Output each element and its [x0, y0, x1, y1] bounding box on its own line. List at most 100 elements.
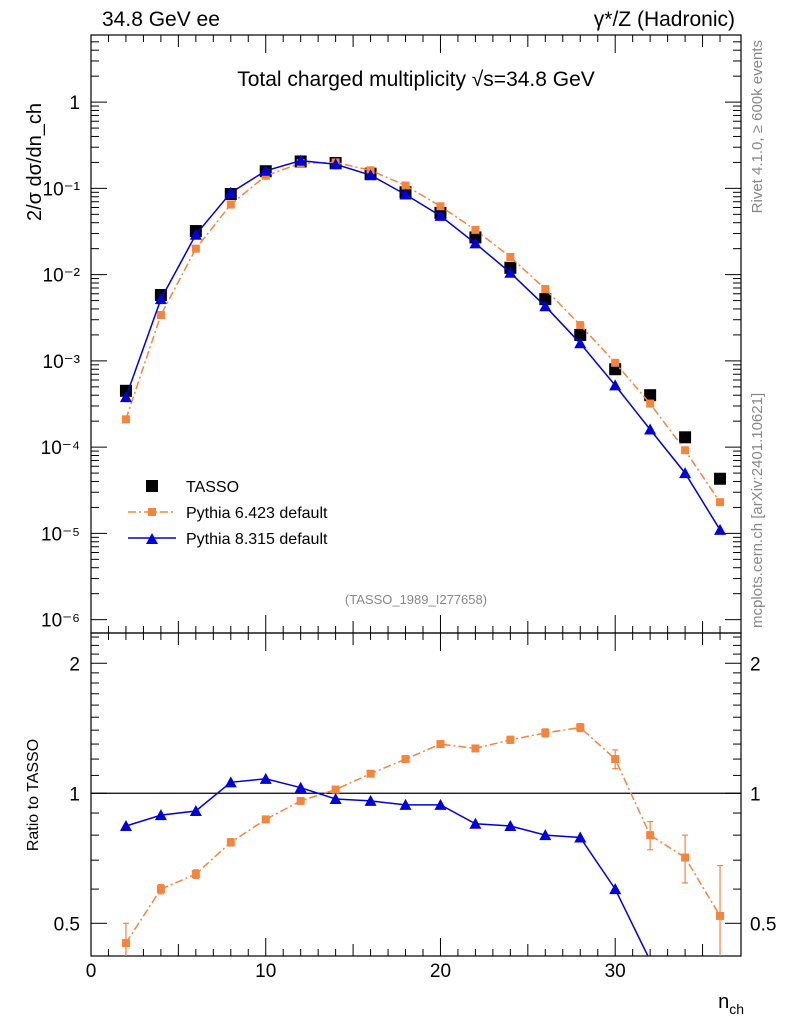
main-y-axis-label: 2/σ dσ/dn_ch: [24, 103, 46, 221]
pythia8-point: [469, 237, 482, 249]
pythia8-point: [259, 164, 272, 176]
pythia6-point: [121, 415, 130, 424]
pythia8-point: [294, 154, 307, 166]
pythia8-point: [119, 391, 132, 403]
tasso-data-point: [574, 328, 587, 341]
legend-label-pythia6: Pythia 6.423 default: [186, 505, 328, 522]
ratio-y-tick-labels: 0.5 0.5 1 1 2 2: [54, 654, 777, 935]
legend-label-pythia8: Pythia 8.315 default: [186, 531, 328, 548]
pythia8-point: [644, 423, 657, 435]
pythia6-point: [646, 399, 655, 408]
pythia8-point: [609, 379, 622, 391]
pythia8-point: [154, 293, 167, 305]
ratio-pythia8-point: [119, 819, 132, 831]
ratio-pythia8-point: [154, 809, 167, 821]
ratio-pythia6-point: [366, 769, 375, 778]
ratio-y-tick-label-right: 0.5: [750, 914, 776, 935]
legend-label-tasso: TASSO: [186, 479, 239, 496]
ratio-pythia6-point: [611, 755, 620, 764]
main-series-line-2: [125, 159, 721, 531]
ratio-pythia6-point: [541, 728, 550, 737]
tasso-data-point: [644, 389, 657, 402]
main-y-tick-label: 10⁻⁴: [41, 438, 80, 459]
ratio-pythia8-point: [714, 979, 726, 990]
pythia8-point: [574, 337, 587, 349]
ratio-pythia6-point: [506, 735, 515, 744]
main-y-tick-labels: 10⁻⁶ 10⁻⁵ 10⁻⁴ 10⁻³ 10⁻² 10⁻¹ 1: [41, 93, 80, 632]
x-tick-label: 0: [86, 961, 97, 982]
ratio-pythia8-point: [539, 829, 552, 841]
ratio-pythia8-point: [329, 792, 342, 804]
x-tick-labels: 0 10 20 30: [86, 961, 626, 982]
ratio-panel-frame: [90, 632, 742, 957]
ratio-pythia6-point: [436, 740, 445, 749]
ratio-pythia6-point: [261, 815, 270, 824]
analysis-id: (TASSO_1989_I277658): [345, 592, 487, 607]
ratio-pythia8-point: [294, 781, 307, 793]
pythia8-point: [714, 523, 727, 535]
main-series-line-1: [125, 161, 721, 503]
main-y-tick-label: 10⁻¹: [43, 179, 81, 200]
ratio-pythia8-point: [649, 954, 651, 956]
pythia8-point: [399, 188, 412, 200]
header-right: γ*/Z (Hadronic): [594, 8, 735, 31]
tasso-data-point: [119, 384, 132, 397]
ratio-series-clipped: [119, 722, 726, 990]
ratio-pythia8-point: [574, 831, 587, 843]
pythia8-point: [434, 209, 447, 221]
pythia6-point: [401, 181, 410, 190]
ratio-pythia6-point: [191, 870, 200, 879]
ratio-pythia8-point: [469, 817, 482, 829]
pythia6-point: [611, 358, 620, 367]
side-label-rivet: Rivet 4.1.0, ≥ 600k events: [749, 40, 766, 213]
pythia6-point: [261, 171, 270, 180]
pythia6-point: [716, 498, 725, 507]
pythia6-point: [506, 253, 515, 262]
main-y-tick-label: 10⁻⁶: [41, 611, 80, 632]
ratio-y-tick-label-left: 1: [69, 784, 80, 805]
header-left: 34.8 GeV ee: [102, 8, 220, 31]
ratio-pythia6-point: [226, 838, 235, 847]
pythia8-point: [364, 169, 377, 181]
side-label-mcplots: mcplots.cern.ch [arXiv:2401.10621]: [749, 393, 766, 628]
main-y-tick-label: 10⁻³: [43, 352, 81, 373]
main-y-tick-label: 1: [69, 93, 80, 114]
ratio-pythia6-point: [646, 831, 655, 840]
ratio-series-line-0: [125, 726, 721, 944]
legend: TASSO Pythia 6.423 default Pythia 8.315 …: [128, 479, 328, 548]
main-y-tick-label: 10⁻⁵: [41, 524, 80, 545]
pythia8-point: [679, 467, 692, 479]
pythia8-point: [189, 228, 202, 240]
ratio-pythia8-point: [609, 883, 622, 895]
ratio-pythia8-point: [189, 804, 202, 816]
pythia6-point: [436, 202, 445, 211]
ratio-pythia6-point: [716, 911, 725, 920]
pythia6-point: [541, 285, 550, 294]
ratio-pythia6-point: [331, 785, 340, 794]
ratio-pythia6-point: [401, 755, 410, 764]
tasso-data-point: [714, 472, 727, 485]
ratio-pythia8-point: [259, 772, 272, 784]
x-tick-label: 20: [430, 961, 451, 982]
pythia8-point: [224, 186, 237, 198]
ratio-pythia8-point: [399, 798, 412, 810]
pythia6-point: [156, 311, 165, 320]
legend-marker-pythia8: [146, 533, 158, 544]
pythia6-point: [576, 321, 585, 330]
main-y-tick-label: 10⁻²: [43, 266, 81, 287]
pythia8-point: [504, 266, 517, 278]
ratio-axis-ticks: [90, 633, 741, 956]
ratio-pythia8-point: [504, 819, 517, 831]
tasso-data-point: [679, 431, 692, 444]
ratio-pythia6-point: [296, 796, 305, 805]
x-axis-label: nch: [718, 991, 744, 1017]
ratio-y-tick-label-left: 0.5: [54, 914, 80, 935]
x-tick-label: 10: [255, 961, 276, 982]
pythia8-point: [539, 300, 552, 312]
ratio-y-tick-label-right: 2: [750, 654, 761, 675]
pythia6-point: [191, 244, 200, 253]
ratio-pythia8-point: [364, 794, 377, 806]
pythia6-point: [471, 225, 480, 234]
tasso-data-point: [539, 293, 552, 306]
